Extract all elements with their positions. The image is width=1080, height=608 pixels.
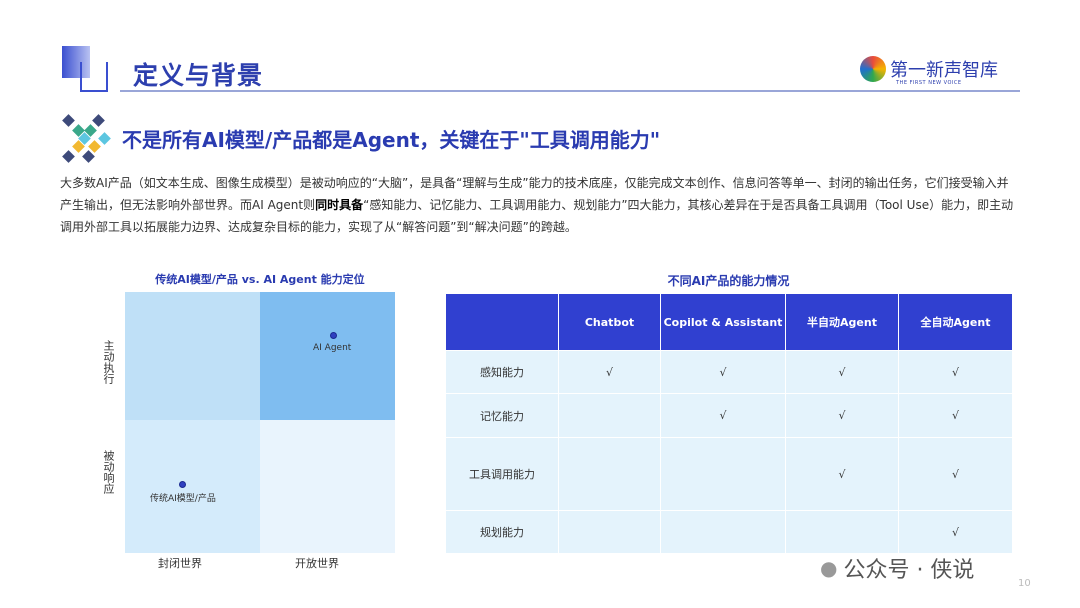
- table-cell: [558, 393, 661, 438]
- y-axis-label: 主动执行: [102, 340, 115, 384]
- wechat-icon: ●: [820, 556, 838, 580]
- quadrant-bottom-right: [260, 420, 395, 553]
- intro-paragraph: 大多数AI产品（如文本生成、图像生成模型）是被动响应的“大脑”，是具备“理解与生…: [60, 172, 1020, 238]
- table-row: 感知能力 √ √ √ √: [445, 350, 1013, 394]
- table-title: 不同AI产品的能力情况: [667, 274, 790, 288]
- page-title: 定义与背景: [133, 61, 264, 90]
- quadrant-bottom-left: [125, 420, 260, 553]
- table-cell: [785, 510, 899, 554]
- table-row: 记忆能力 √ √ √: [445, 393, 1013, 438]
- watermark: ● 公众号 · 侠说: [820, 552, 974, 584]
- point-label: 传统AI模型/产品: [150, 494, 216, 504]
- paragraph-bold-text: 同时具备: [315, 198, 364, 212]
- table-cell: [558, 510, 661, 554]
- table-row: 工具调用能力 √ √: [445, 437, 1013, 511]
- point-traditional-ai: [179, 481, 186, 488]
- logo: 第一新声智库 THE FIRST NEW VOICE: [860, 56, 998, 86]
- logo-name: 第一新声智库: [890, 60, 998, 81]
- column-header: Copilot & Assistant: [660, 293, 786, 351]
- column-header: 半自动Agent: [785, 293, 899, 351]
- column-header: Chatbot: [558, 293, 661, 351]
- capability-table: Chatbot Copilot & Assistant 半自动Agent 全自动…: [445, 293, 1013, 554]
- table-cell: √: [898, 437, 1013, 511]
- section-subtitle: 不是所有AI模型/产品都是Agent，关键在于"工具调用能力": [122, 128, 661, 152]
- x-axis-label: 封闭世界: [158, 557, 202, 570]
- paragraph-text: 大多数AI产品（如文本生成、图像生成模型）是被动响应的“大脑”，是具备“理解与生…: [60, 176, 1009, 212]
- point-ai-agent: [330, 332, 337, 339]
- table-cell: √: [558, 350, 661, 394]
- table-cell: [660, 510, 786, 554]
- table-row: 规划能力 √: [445, 510, 1013, 554]
- diamond-pattern-icon: [62, 114, 111, 163]
- column-header: [445, 293, 559, 351]
- table-cell: √: [785, 437, 899, 511]
- table-cell: √: [660, 350, 786, 394]
- table-cell: √: [898, 510, 1013, 554]
- table-cell: √: [785, 350, 899, 394]
- table-cell: √: [898, 393, 1013, 438]
- table-cell: [558, 437, 661, 511]
- y-axis-label: 被动响应: [102, 450, 115, 494]
- table-cell: √: [660, 393, 786, 438]
- row-label: 规划能力: [445, 510, 559, 554]
- table-header-row: Chatbot Copilot & Assistant 半自动Agent 全自动…: [445, 293, 1013, 351]
- watermark-text: 公众号 · 侠说: [843, 558, 975, 583]
- header-divider: [120, 90, 1020, 92]
- quadrant-title: 传统AI模型/产品 vs. AI Agent 能力定位: [155, 273, 365, 286]
- quadrant-top-right: [260, 292, 395, 420]
- x-axis-label: 开放世界: [295, 557, 339, 570]
- table-cell: √: [785, 393, 899, 438]
- point-label: AI Agent: [313, 343, 352, 353]
- table-cell: √: [898, 350, 1013, 394]
- paragraph-text: “感知能力、记忆能力、工具调用能力、规划能力”四大能力，其核心差异在于是否具备工…: [60, 198, 1014, 234]
- quadrant-top-left: [125, 292, 260, 420]
- row-label: 工具调用能力: [445, 437, 559, 511]
- logo-mark-icon: [860, 56, 886, 82]
- table-cell: [660, 437, 786, 511]
- page-number: 10: [1018, 578, 1031, 589]
- logo-tagline: THE FIRST NEW VOICE: [896, 80, 962, 86]
- row-label: 记忆能力: [445, 393, 559, 438]
- row-label: 感知能力: [445, 350, 559, 394]
- column-header: 全自动Agent: [898, 293, 1013, 351]
